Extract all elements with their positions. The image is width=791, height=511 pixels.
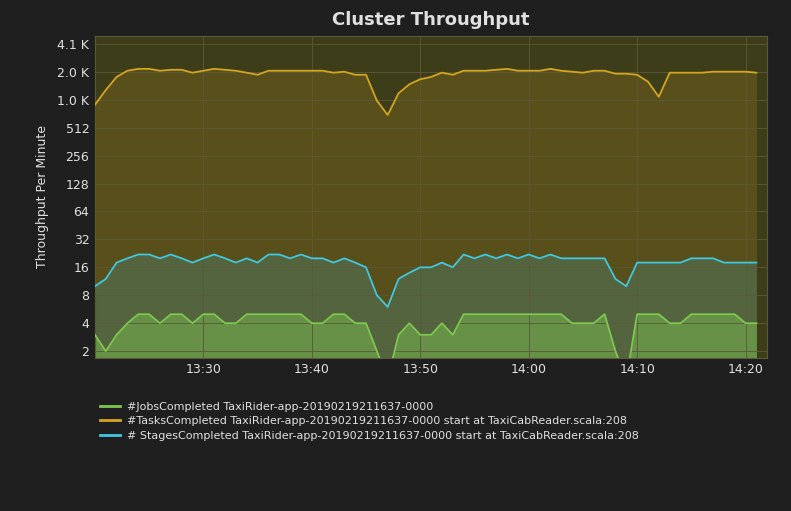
Legend: #JobsCompleted TaxiRider-app-20190219211637-0000, #TasksCompleted TaxiRider-app-: #JobsCompleted TaxiRider-app-20190219211… — [100, 402, 639, 441]
Y-axis label: Throughput Per Minute: Throughput Per Minute — [36, 125, 49, 268]
Title: Cluster Throughput: Cluster Throughput — [332, 11, 530, 29]
